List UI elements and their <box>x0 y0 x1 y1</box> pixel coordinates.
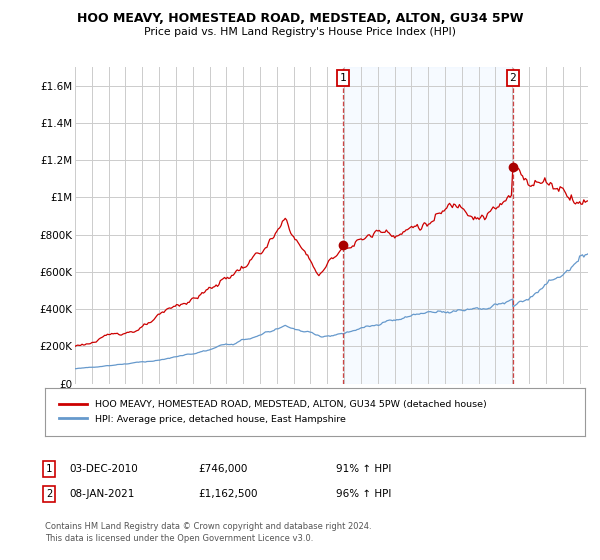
Text: 96% ↑ HPI: 96% ↑ HPI <box>336 489 391 499</box>
Text: 1: 1 <box>340 73 346 83</box>
Text: HOO MEAVY, HOMESTEAD ROAD, MEDSTEAD, ALTON, GU34 5PW: HOO MEAVY, HOMESTEAD ROAD, MEDSTEAD, ALT… <box>77 12 523 25</box>
Text: Contains HM Land Registry data © Crown copyright and database right 2024.
This d: Contains HM Land Registry data © Crown c… <box>45 522 371 543</box>
Text: 1: 1 <box>46 464 52 474</box>
Text: 08-JAN-2021: 08-JAN-2021 <box>69 489 134 499</box>
Text: £746,000: £746,000 <box>198 464 247 474</box>
Text: £1,162,500: £1,162,500 <box>198 489 257 499</box>
Text: 2: 2 <box>509 73 516 83</box>
Text: 91% ↑ HPI: 91% ↑ HPI <box>336 464 391 474</box>
Text: 2: 2 <box>46 489 52 499</box>
Bar <box>343 67 513 384</box>
Text: Price paid vs. HM Land Registry's House Price Index (HPI): Price paid vs. HM Land Registry's House … <box>144 27 456 37</box>
Legend: HOO MEAVY, HOMESTEAD ROAD, MEDSTEAD, ALTON, GU34 5PW (detached house), HPI: Aver: HOO MEAVY, HOMESTEAD ROAD, MEDSTEAD, ALT… <box>55 396 490 427</box>
Text: 03-DEC-2010: 03-DEC-2010 <box>69 464 138 474</box>
